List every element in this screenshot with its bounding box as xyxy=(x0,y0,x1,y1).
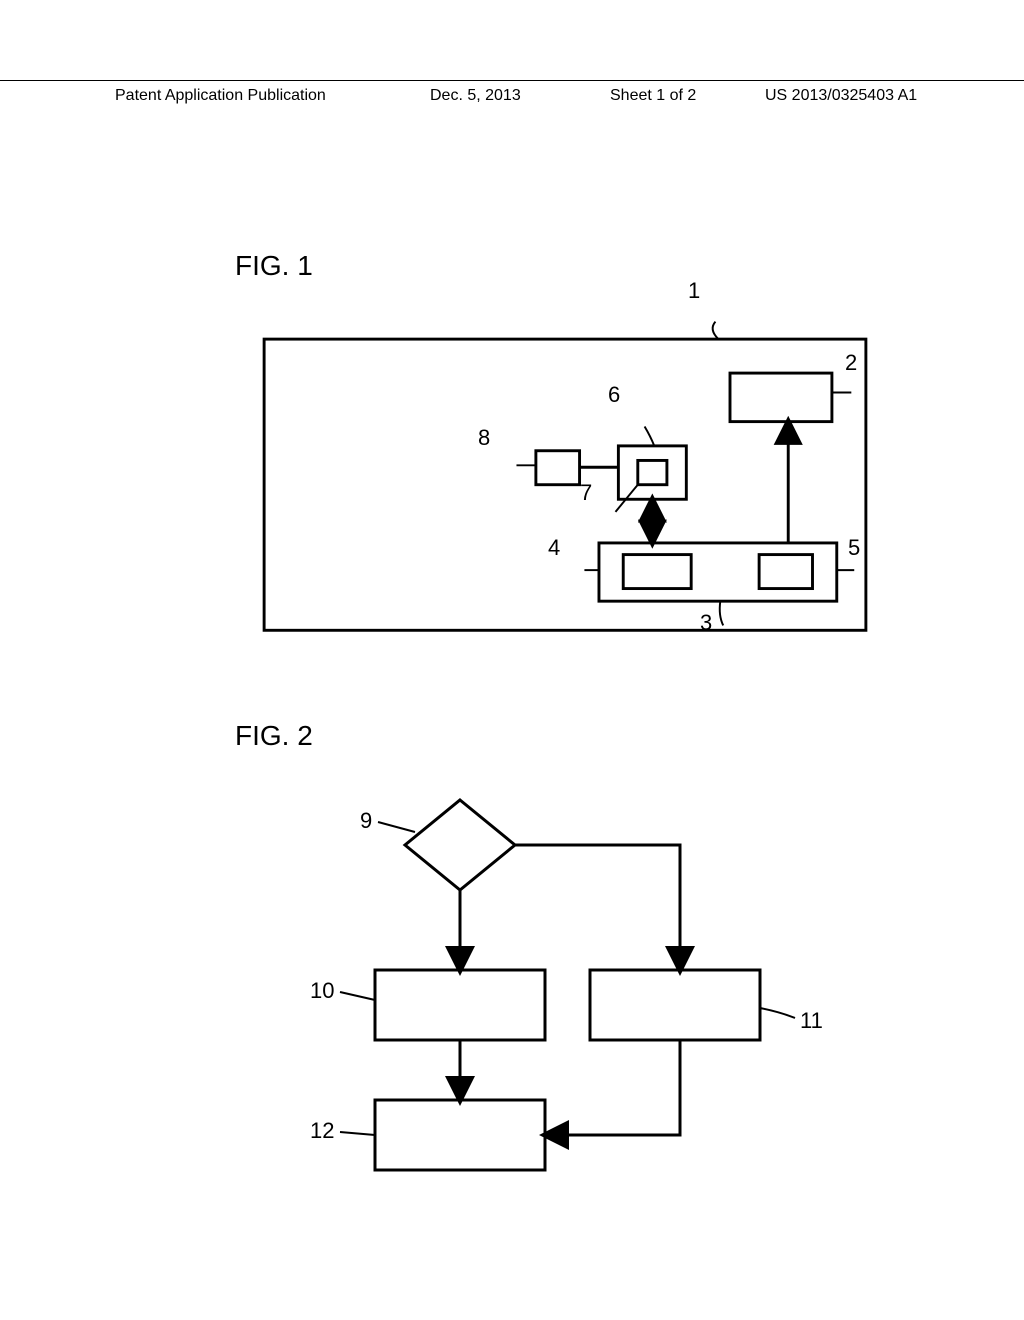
fig1-box-5 xyxy=(759,555,812,589)
fig1-leader-1 xyxy=(713,322,719,339)
page: Patent Application Publication Dec. 5, 2… xyxy=(0,0,1024,1320)
header-publication: Patent Application Publication xyxy=(115,87,326,105)
fig2-ref-11: 11 xyxy=(800,1008,823,1034)
fig2-leader-11 xyxy=(760,1008,795,1018)
fig1-box-2 xyxy=(730,373,832,422)
fig1-ref-1: 1 xyxy=(688,278,700,304)
fig2-ref-9: 9 xyxy=(360,808,372,834)
fig2-leader-12 xyxy=(340,1132,375,1135)
header-pubnum: US 2013/0325403 A1 xyxy=(765,87,917,105)
fig2-box-12 xyxy=(375,1100,545,1170)
fig2-box-10 xyxy=(375,970,545,1040)
fig2-box-11 xyxy=(590,970,760,1040)
fig1-ref-3: 3 xyxy=(700,610,712,636)
header-sheet: Sheet 1 of 2 xyxy=(610,87,696,105)
fig1-ref-8: 8 xyxy=(478,425,490,451)
fig1-box-3 xyxy=(599,543,837,601)
fig1-leader-6 xyxy=(645,426,655,445)
header-date: Dec. 5, 2013 xyxy=(430,87,521,105)
fig2-diagram xyxy=(260,790,860,1210)
fig1-ref-5: 5 xyxy=(848,535,860,561)
fig2-label: FIG. 2 xyxy=(235,720,313,752)
fig1-box-6 xyxy=(618,446,686,499)
fig2-arrow-11-12 xyxy=(548,1040,680,1135)
fig1-ref-2: 2 xyxy=(845,350,857,376)
fig2-leader-10 xyxy=(340,992,375,1000)
fig1-ref-4: 4 xyxy=(548,535,560,561)
fig2-leader-9 xyxy=(378,822,415,832)
fig1-label: FIG. 1 xyxy=(235,250,313,282)
fig1-ref-7: 7 xyxy=(580,480,592,506)
fig1-ref-6: 6 xyxy=(608,382,620,408)
fig1-diagram xyxy=(235,310,895,640)
fig1-box-4 xyxy=(623,555,691,589)
fig1-box-7 xyxy=(638,460,667,484)
page-header: Patent Application Publication Dec. 5, 2… xyxy=(0,80,1024,87)
fig2-arrow-9-11 xyxy=(515,845,680,967)
fig1-box-8 xyxy=(536,451,580,485)
fig2-ref-12: 12 xyxy=(310,1118,334,1144)
fig2-ref-10: 10 xyxy=(310,978,334,1004)
fig2-diamond-9 xyxy=(405,800,515,890)
fig1-leader-3 xyxy=(720,601,723,625)
